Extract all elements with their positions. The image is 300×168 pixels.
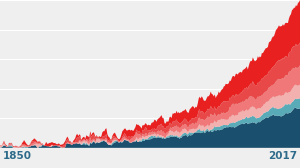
- Text: 2017: 2017: [268, 151, 297, 161]
- Text: 1850: 1850: [3, 151, 32, 161]
